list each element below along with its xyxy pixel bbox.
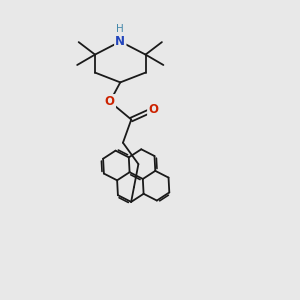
Text: N: N — [115, 35, 125, 48]
Text: O: O — [105, 95, 115, 108]
Text: O: O — [148, 103, 158, 116]
Text: H: H — [116, 24, 124, 34]
